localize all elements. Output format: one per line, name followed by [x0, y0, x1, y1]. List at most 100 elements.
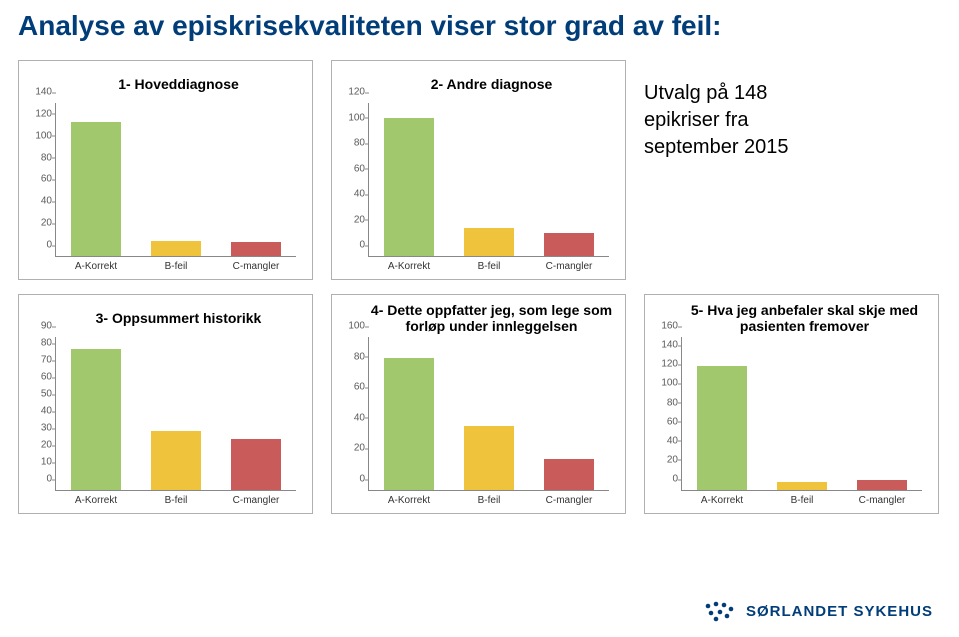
- ytick: 60: [26, 174, 52, 185]
- chart-5: 5- Hva jeg anbefaler skal skje med pasie…: [644, 294, 939, 514]
- bar-slot: A-Korrekt: [373, 103, 445, 256]
- ytick: 70: [26, 355, 52, 366]
- bar-slot: B-feil: [453, 337, 525, 490]
- bar-slot: B-feil: [453, 103, 525, 256]
- footer-logo: SØRLANDET SYKEHUS: [702, 599, 933, 623]
- ytick: 20: [339, 214, 365, 225]
- ytick: 0: [339, 240, 365, 251]
- bar: [544, 233, 594, 256]
- chart-3: 3- Oppsummert historikk A-KorrektB-feilC…: [18, 294, 313, 514]
- xlabel: B-feil: [478, 261, 501, 272]
- bar: [777, 482, 827, 490]
- ytick: 80: [26, 152, 52, 163]
- ytick: 0: [26, 240, 52, 251]
- xlabel: C-mangler: [546, 495, 593, 506]
- chart-4: 4- Dette oppfatter jeg, som lege som for…: [331, 294, 626, 514]
- bars: A-KorrektB-feilC-mangler: [369, 103, 609, 256]
- bars: A-KorrektB-feilC-mangler: [56, 103, 296, 256]
- bar: [71, 349, 121, 490]
- chart-1-title: 1- Hoveddiagnose: [55, 67, 302, 101]
- ytick: 40: [339, 412, 365, 423]
- ytick: 20: [339, 443, 365, 454]
- ytick: 60: [26, 372, 52, 383]
- page-title: Analyse av episkrisekvaliteten viser sto…: [18, 10, 941, 42]
- chart-2: 2- Andre diagnose A-KorrektB-feilC-mangl…: [331, 60, 626, 280]
- bar-slot: A-Korrekt: [60, 337, 132, 490]
- xlabel: A-Korrekt: [701, 495, 743, 506]
- ytick: 80: [339, 351, 365, 362]
- ytick: 80: [339, 138, 365, 149]
- bar-slot: A-Korrekt: [373, 337, 445, 490]
- row-2: 3- Oppsummert historikk A-KorrektB-feilC…: [18, 294, 941, 514]
- bar-slot: C-mangler: [533, 103, 605, 256]
- ytick: 40: [26, 196, 52, 207]
- ytick: 0: [26, 474, 52, 485]
- bar: [231, 439, 281, 490]
- ytick: 120: [339, 87, 365, 98]
- ytick: 10: [26, 457, 52, 468]
- ytick: 20: [26, 440, 52, 451]
- ytick: 140: [26, 87, 52, 98]
- bar: [857, 480, 907, 490]
- bar-slot: A-Korrekt: [686, 337, 758, 490]
- chart-5-plot: A-KorrektB-feilC-mangler 020406080100120…: [681, 337, 928, 509]
- ytick: 100: [339, 321, 365, 332]
- plot-area: A-KorrektB-feilC-mangler 020406080100120…: [681, 337, 922, 491]
- ytick: 20: [26, 218, 52, 229]
- bars: A-KorrektB-feilC-mangler: [682, 337, 922, 490]
- chart-3-title: 3- Oppsummert historikk: [55, 301, 302, 335]
- bar-slot: B-feil: [140, 337, 212, 490]
- side-text: Utvalg på 148 epikriser fra september 20…: [644, 60, 941, 280]
- ytick: 100: [652, 378, 678, 389]
- bars: A-KorrektB-feilC-mangler: [56, 337, 296, 490]
- xlabel: A-Korrekt: [75, 495, 117, 506]
- xlabel: C-mangler: [546, 261, 593, 272]
- chart-2-plot: A-KorrektB-feilC-mangler 020406080100120: [368, 103, 615, 275]
- side-text-line-1: Utvalg på 148: [644, 80, 941, 107]
- bar-slot: A-Korrekt: [60, 103, 132, 256]
- row-1: 1- Hoveddiagnose A-KorrektB-feilC-mangle…: [18, 60, 941, 280]
- ytick: 0: [652, 474, 678, 485]
- ytick: 50: [26, 389, 52, 400]
- plot-area: A-KorrektB-feilC-mangler 020406080100120…: [55, 103, 296, 257]
- ytick: 120: [652, 359, 678, 370]
- xlabel: A-Korrekt: [388, 495, 430, 506]
- bar: [71, 122, 121, 256]
- xlabel: B-feil: [165, 495, 188, 506]
- xlabel: C-mangler: [859, 495, 906, 506]
- chart-4-title: 4- Dette oppfatter jeg, som lege som for…: [368, 301, 615, 335]
- bar: [464, 228, 514, 256]
- ytick: 40: [652, 435, 678, 446]
- xlabel: A-Korrekt: [388, 261, 430, 272]
- bar: [151, 431, 201, 491]
- chart-2-title: 2- Andre diagnose: [368, 67, 615, 101]
- ytick: 90: [26, 321, 52, 332]
- bar: [544, 459, 594, 490]
- xlabel: B-feil: [791, 495, 814, 506]
- ytick: 120: [26, 108, 52, 119]
- chart-3-plot: A-KorrektB-feilC-mangler 010203040506070…: [55, 337, 302, 509]
- xlabel: B-feil: [165, 261, 188, 272]
- bar-slot: C-mangler: [220, 337, 292, 490]
- ytick: 20: [652, 454, 678, 465]
- chart-4-plot: A-KorrektB-feilC-mangler 020406080100: [368, 337, 615, 509]
- ytick: 30: [26, 423, 52, 434]
- ytick: 60: [339, 382, 365, 393]
- bar: [464, 426, 514, 490]
- bar: [384, 118, 434, 256]
- ytick: 80: [26, 338, 52, 349]
- ytick: 40: [339, 189, 365, 200]
- ytick: 100: [339, 112, 365, 123]
- ytick: 60: [652, 416, 678, 427]
- plot-area: A-KorrektB-feilC-mangler 020406080100: [368, 337, 609, 491]
- bar: [151, 241, 201, 256]
- chart-1-plot: A-KorrektB-feilC-mangler 020406080100120…: [55, 103, 302, 275]
- bar-slot: B-feil: [140, 103, 212, 256]
- chart-1: 1- Hoveddiagnose A-KorrektB-feilC-mangle…: [18, 60, 313, 280]
- bar-slot: B-feil: [766, 337, 838, 490]
- ytick: 80: [652, 397, 678, 408]
- side-text-line-3: september 2015: [644, 134, 941, 161]
- ytick: 160: [652, 321, 678, 332]
- bar: [697, 366, 747, 490]
- bars: A-KorrektB-feilC-mangler: [369, 337, 609, 490]
